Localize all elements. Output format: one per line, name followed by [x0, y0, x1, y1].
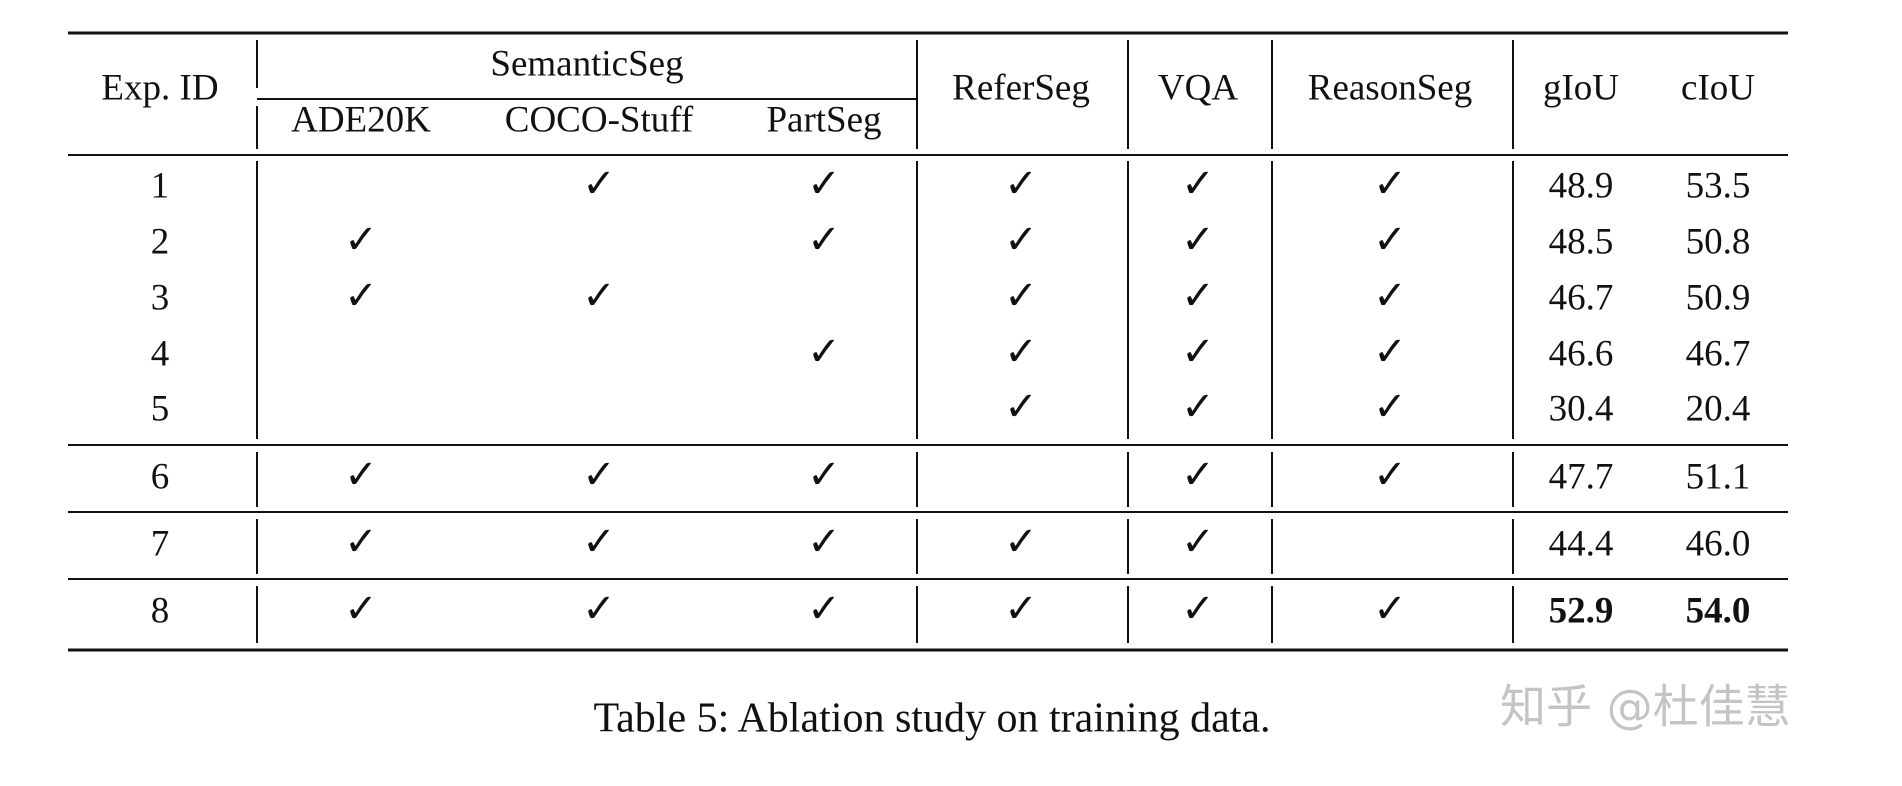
cell: 48.9	[1549, 165, 1614, 206]
check-cell: ✓	[807, 329, 841, 375]
cell: 1	[151, 165, 170, 206]
cell: 6	[151, 456, 170, 497]
check-cell: ✓	[1004, 519, 1038, 565]
check-cell: ✓	[1373, 329, 1407, 375]
cell: 52.9	[1549, 590, 1614, 631]
cell: 53.5	[1686, 165, 1751, 206]
cell: 7	[151, 523, 170, 564]
cell: 20.4	[1686, 388, 1751, 429]
check-cell: ✓	[344, 273, 378, 319]
check-cell: ✓	[1373, 384, 1407, 430]
header-cell: VQA	[1158, 67, 1238, 108]
cell: 46.7	[1686, 333, 1751, 374]
check-cell: ✓	[582, 452, 616, 498]
cell: 3	[151, 277, 170, 318]
header-cell: gIoU	[1543, 67, 1619, 108]
header-cell: ADE20K	[291, 99, 431, 140]
cell: 48.5	[1549, 221, 1614, 262]
cell: 54.0	[1686, 590, 1751, 631]
check-cell: ✓	[1373, 161, 1407, 207]
header-cell: PartSeg	[766, 99, 881, 140]
check-cell: ✓	[1004, 329, 1038, 375]
check-cell: ✓	[344, 586, 378, 632]
check-cell: ✓	[1181, 519, 1215, 565]
cell: 47.7	[1549, 456, 1614, 497]
check-cell: ✓	[1181, 161, 1215, 207]
cell: 5	[151, 388, 170, 429]
cell: 30.4	[1549, 388, 1614, 429]
caption: Table 5: Ablation study on training data…	[593, 696, 1270, 742]
cell: 46.7	[1549, 277, 1614, 318]
check-cell: ✓	[807, 519, 841, 565]
watermark: 知乎 @杜佳慧	[1500, 680, 1791, 734]
cell: 2	[151, 221, 170, 262]
check-cell: ✓	[344, 519, 378, 565]
check-cell: ✓	[1004, 161, 1038, 207]
cell: 46.0	[1686, 523, 1751, 564]
check-cell: ✓	[807, 452, 841, 498]
check-cell: ✓	[807, 161, 841, 207]
check-cell: ✓	[807, 586, 841, 632]
cell: 8	[151, 590, 170, 631]
check-cell: ✓	[1181, 273, 1215, 319]
check-cell: ✓	[344, 217, 378, 263]
cell: 46.6	[1549, 333, 1614, 374]
header-cell: cIoU	[1681, 67, 1755, 108]
cell: 4	[151, 333, 170, 374]
header-cell: Exp. ID	[101, 67, 218, 108]
check-cell: ✓	[1004, 586, 1038, 632]
cell: 50.8	[1686, 221, 1751, 262]
check-cell: ✓	[1181, 586, 1215, 632]
check-cell: ✓	[1004, 217, 1038, 263]
cell: 44.4	[1549, 523, 1614, 564]
check-cell: ✓	[1181, 329, 1215, 375]
check-cell: ✓	[1181, 452, 1215, 498]
cell: 50.9	[1686, 277, 1751, 318]
header-cell: ReferSeg	[952, 67, 1090, 108]
check-cell: ✓	[582, 161, 616, 207]
check-cell: ✓	[582, 273, 616, 319]
check-cell: ✓	[1004, 384, 1038, 430]
header-cell: COCO-Stuff	[505, 99, 694, 140]
check-cell: ✓	[1373, 273, 1407, 319]
check-cell: ✓	[582, 586, 616, 632]
check-cell: ✓	[1181, 384, 1215, 430]
check-cell: ✓	[344, 452, 378, 498]
check-cell: ✓	[1373, 452, 1407, 498]
check-cell: ✓	[1373, 586, 1407, 632]
check-cell: ✓	[582, 519, 616, 565]
check-cell: ✓	[1181, 217, 1215, 263]
check-cell: ✓	[1373, 217, 1407, 263]
header-cell: ReasonSeg	[1308, 67, 1472, 108]
header-group: SemanticSeg	[490, 43, 683, 84]
check-cell: ✓	[807, 217, 841, 263]
check-cell: ✓	[1004, 273, 1038, 319]
cell: 51.1	[1686, 456, 1751, 497]
